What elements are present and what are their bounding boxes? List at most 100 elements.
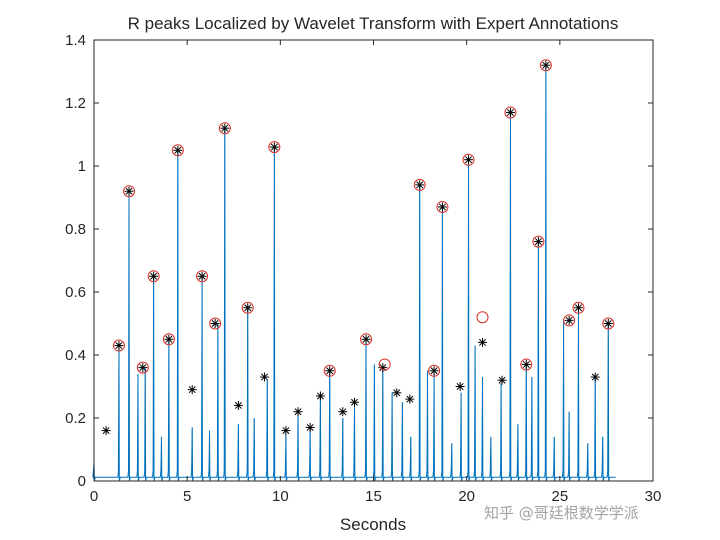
detected-peak-stroke-d2 <box>174 146 182 154</box>
annotation-circle-3 <box>147 270 160 283</box>
detected-peak-marker-22 <box>361 334 371 344</box>
detected-peak-stroke-d2 <box>406 395 414 403</box>
annotation-circle-22 <box>539 59 552 72</box>
detected-peak-marker-31 <box>478 337 488 347</box>
annotation-circle-16 <box>436 200 449 213</box>
marker-layer <box>101 59 615 436</box>
detected-peak-marker-10 <box>220 123 230 133</box>
detected-peak-marker-17 <box>305 422 315 432</box>
detected-peak-marker-5 <box>164 334 174 344</box>
detected-peak-marker-16 <box>293 407 303 417</box>
annotation-circle-9 <box>241 301 254 314</box>
detected-peak-stroke-d2 <box>604 319 612 328</box>
detected-peak-stroke-d2 <box>125 187 133 195</box>
x-tick-label-5: 25 <box>551 488 568 505</box>
annotation-circle-20 <box>520 358 533 371</box>
detected-peak-marker-9 <box>210 319 220 328</box>
detected-peak-stroke-d2 <box>479 338 487 346</box>
detected-peak-stroke-d2 <box>522 360 530 368</box>
annotation-circle-14 <box>413 178 426 191</box>
detected-peak-stroke-d2 <box>188 386 196 394</box>
detected-peak-marker-6 <box>173 145 183 155</box>
annotation-circle-15 <box>428 364 441 377</box>
detected-peak-marker-18 <box>315 391 325 401</box>
detected-peak-marker-37 <box>564 315 574 325</box>
detected-peak-marker-33 <box>505 107 515 117</box>
detected-peak-marker-19 <box>325 366 335 376</box>
annotation-circle-21 <box>532 235 545 248</box>
annotation-circle-0 <box>112 339 125 352</box>
detected-peak-stroke-d2 <box>270 143 278 151</box>
x-tick-label-2: 10 <box>272 488 289 505</box>
detected-peak-marker-27 <box>429 366 439 376</box>
y-tick-label-4: 0.8 <box>65 221 86 238</box>
annotation-circle-17 <box>462 153 475 166</box>
detected-peak-stroke-d2 <box>139 364 147 372</box>
plot-area <box>94 40 653 481</box>
x-tick-label-0: 0 <box>90 488 98 505</box>
detected-peak-marker-11 <box>233 400 243 410</box>
detected-peak-marker-39 <box>590 372 600 382</box>
detected-peak-stroke-d2 <box>221 124 229 132</box>
detected-peak-marker-28 <box>437 202 447 212</box>
annotation-circle-4 <box>162 333 175 346</box>
detected-peak-marker-20 <box>338 407 348 417</box>
detected-peak-stroke-d2 <box>198 272 206 280</box>
detected-peak-marker-21 <box>349 397 359 407</box>
detected-peak-stroke-d2 <box>574 304 582 312</box>
detected-peak-marker-24 <box>392 388 402 398</box>
detected-peak-stroke-d2 <box>306 423 314 431</box>
annotation-circle-1 <box>123 185 136 198</box>
y-axis: 0 0.2 0.4 0.6 0.8 1 1.2 1.4 <box>65 32 653 490</box>
detected-peak-stroke-d2 <box>234 401 242 409</box>
detected-peak-stroke-d2 <box>379 364 387 372</box>
signal-layer <box>92 65 616 482</box>
annotation-circle-8 <box>218 122 231 135</box>
detected-peak-stroke-d2 <box>465 156 473 164</box>
detected-peak-stroke-d2 <box>591 373 599 381</box>
detected-peak-stroke-d2 <box>430 367 438 375</box>
annotation-circle-23 <box>563 314 576 327</box>
detected-peak-stroke-d2 <box>282 427 290 435</box>
x-axis: 0 5 10 15 20 25 30 <box>90 40 661 505</box>
detected-peak-stroke-d2 <box>565 316 573 324</box>
detected-peak-marker-4 <box>149 271 159 281</box>
x-axis-label: Seconds <box>340 515 406 534</box>
detected-peak-stroke-d2 <box>316 392 324 400</box>
detected-peak-marker-12 <box>243 303 253 313</box>
detected-peak-stroke-d2 <box>542 61 550 69</box>
detected-peak-stroke-d2 <box>498 376 506 384</box>
detected-peak-marker-40 <box>603 319 613 328</box>
detected-peak-stroke-d2 <box>150 272 158 280</box>
annotation-circle-13 <box>378 358 391 371</box>
annotation-circle-10 <box>268 141 281 154</box>
detected-peak-stroke-d2 <box>165 335 173 343</box>
detected-peak-marker-35 <box>533 237 543 247</box>
y-tick-label-7: 1.4 <box>65 32 86 49</box>
detected-peak-marker-0 <box>101 426 111 436</box>
y-tick-label-1: 0.2 <box>65 410 86 427</box>
detected-peak-stroke-d2 <box>260 373 268 381</box>
detected-peak-marker-32 <box>497 375 507 385</box>
annotation-circle-7 <box>209 317 222 330</box>
chart-title: R peaks Localized by Wavelet Transform w… <box>128 14 619 33</box>
detected-peak-stroke-d2 <box>438 203 446 211</box>
annotation-circle-11 <box>323 364 336 377</box>
detected-peak-marker-34 <box>521 359 531 369</box>
detected-peak-marker-38 <box>573 303 583 313</box>
annotation-circle-12 <box>360 333 373 346</box>
detected-peak-stroke-d2 <box>115 342 123 350</box>
x-tick-label-1: 5 <box>183 488 191 505</box>
annotation-circle-5 <box>171 144 184 157</box>
detected-peak-stroke-d2 <box>102 427 110 435</box>
detected-peak-marker-13 <box>259 372 269 382</box>
detected-peak-marker-14 <box>269 142 279 152</box>
detected-peak-marker-7 <box>187 385 197 395</box>
detected-peak-stroke-d2 <box>211 319 219 328</box>
detected-peak-stroke-d2 <box>244 304 252 312</box>
y-tick-label-0: 0 <box>78 473 86 490</box>
watermark: 知乎 @哥廷根数学学派 <box>484 504 639 522</box>
detected-peak-stroke-d2 <box>326 367 334 375</box>
detected-peak-stroke-d2 <box>339 408 347 416</box>
